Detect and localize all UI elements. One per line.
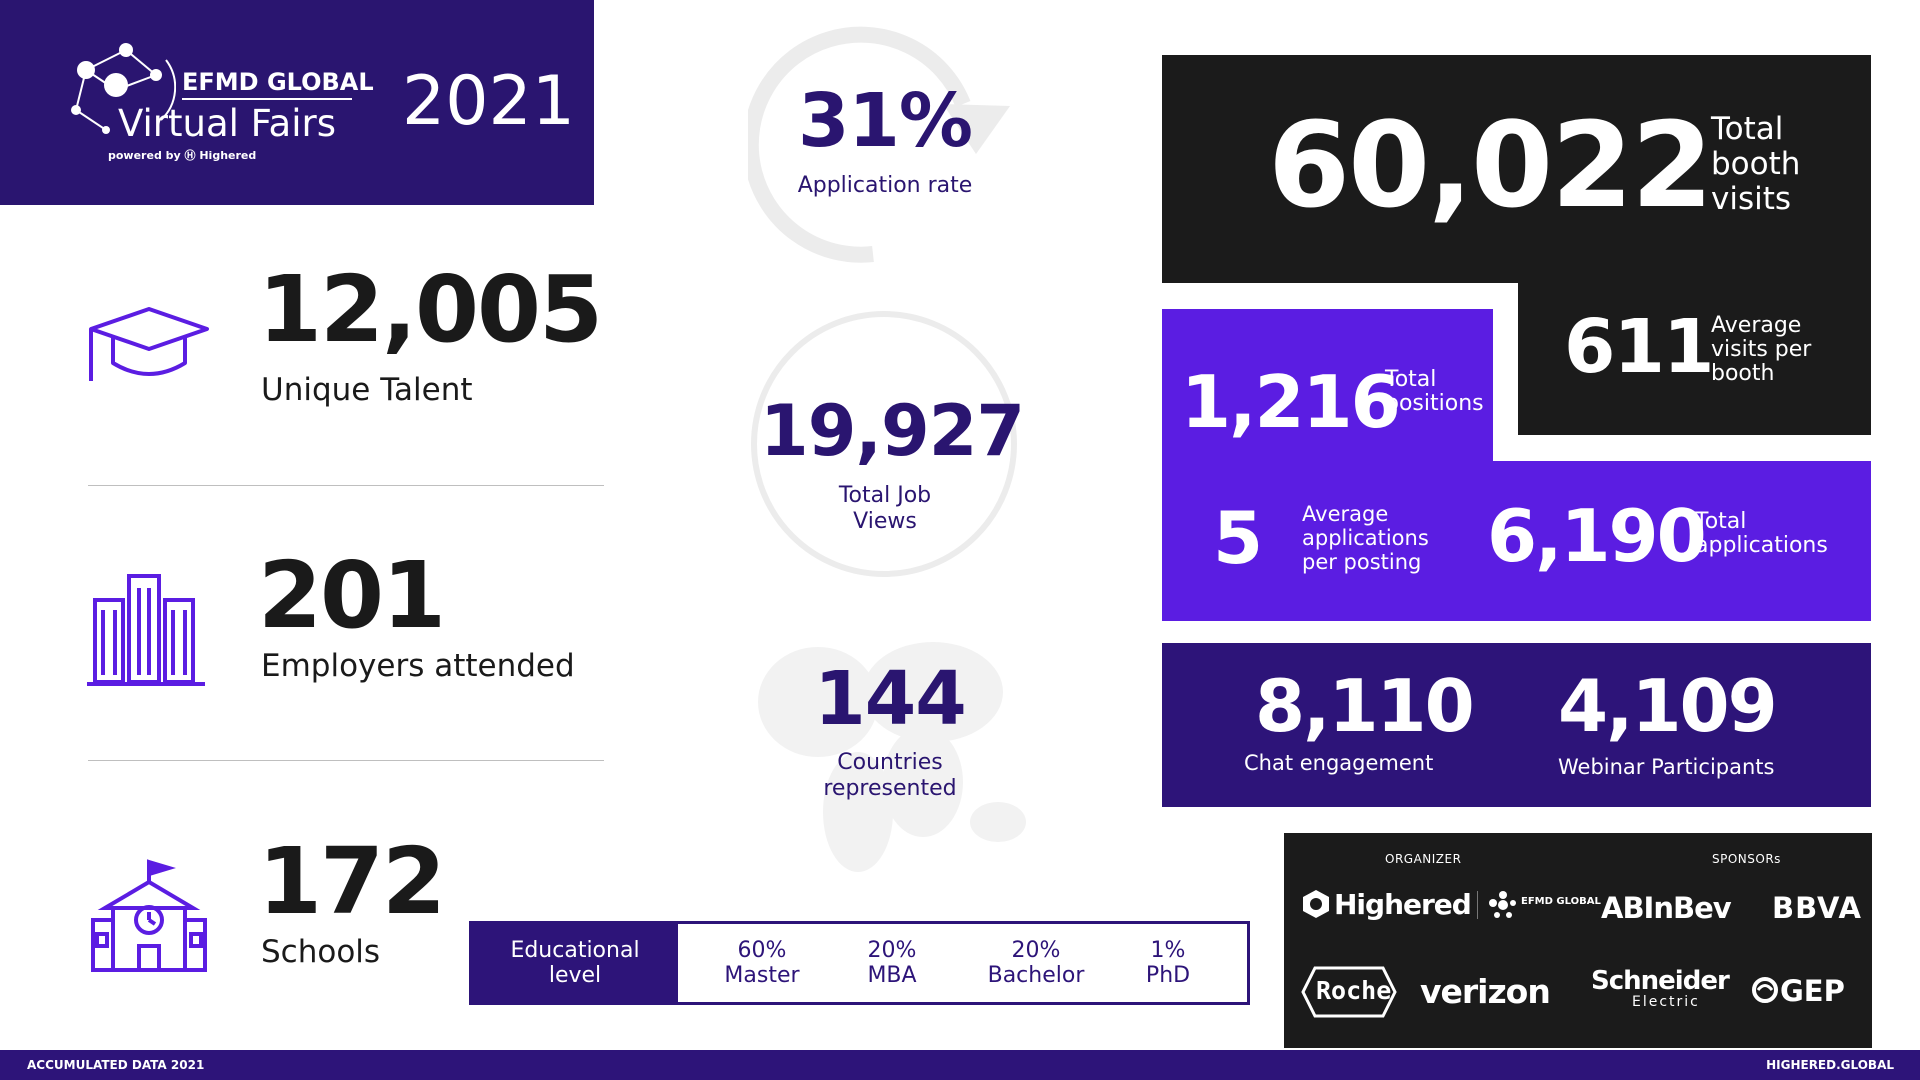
education-level-phd: 1% PhD — [1128, 938, 1208, 988]
avg-visits-panel — [1518, 278, 1871, 435]
education-level-pct: 20% — [1011, 938, 1061, 963]
applications-panel — [1162, 461, 1871, 621]
job-views-label: Total Job Views — [790, 483, 980, 535]
gep-logo-icon — [1752, 977, 1778, 1003]
unique-talent-label: Unique Talent — [261, 372, 473, 408]
education-heading-line1: Educational — [510, 938, 640, 963]
year-text: 2021 — [402, 62, 576, 141]
footer-left-text: ACCUMULATED DATA 2021 — [27, 1058, 205, 1072]
highered-logo-icon — [1303, 890, 1329, 918]
job-views-value: 19,927 — [760, 390, 1025, 472]
education-heading: Educational level — [472, 924, 678, 1002]
application-rate-label: Application rate — [797, 173, 973, 198]
schneider-electric-text: Electric — [1632, 994, 1700, 1010]
abinbev-logo: ABInBev — [1601, 891, 1732, 925]
unique-talent-value: 12,005 — [258, 256, 603, 363]
education-level-name: PhD — [1145, 963, 1191, 988]
sponsors-caption: SPONSORs — [1712, 852, 1781, 866]
employers-value: 201 — [258, 542, 446, 649]
positions-value: 1,216 — [1181, 360, 1401, 444]
header-logo-block: EFMD GLOBAL Virtual Fairs powered by Ⓗ H… — [0, 0, 594, 205]
roche-logo-hexagon-icon — [1301, 966, 1397, 1018]
application-rate-arrow-icon — [748, 26, 1010, 263]
job-views-label-line2: Views — [853, 509, 917, 534]
buildings-icon — [87, 574, 205, 686]
highered-logo: Highered — [1334, 888, 1472, 921]
avg-applications-value: 5 — [1213, 496, 1263, 580]
efmd-small-logo-text: EFMD GLOBAL — [1521, 896, 1601, 907]
schools-label: Schools — [261, 934, 381, 970]
avg-visits-label: Average visits per booth — [1711, 314, 1811, 386]
organizer-caption: ORGANIZER — [1385, 852, 1462, 866]
world-map-icon — [758, 642, 1026, 872]
booth-visits-label-line3: visits — [1711, 181, 1792, 217]
powered-by-text: powered by Ⓗ Highered — [108, 149, 257, 162]
applications-value: 6,190 — [1487, 494, 1707, 578]
footer-bar: ACCUMULATED DATA 2021 HIGHERED.GLOBAL — [0, 1050, 1920, 1080]
organizer-divider — [1477, 891, 1478, 919]
webinar-value: 4,109 — [1558, 664, 1778, 748]
booth-visits-label: Total booth visits — [1711, 112, 1800, 217]
divider-1 — [88, 485, 604, 486]
chat-label: Chat engagement — [1244, 751, 1434, 775]
avg-visits-label-line3: booth — [1711, 361, 1775, 386]
employers-label: Employers attended — [261, 648, 575, 684]
countries-label-line1: Countries — [837, 750, 943, 775]
education-heading-line2: level — [548, 963, 602, 988]
bbva-logo: BBVA — [1772, 891, 1862, 925]
education-level-mba: 20% MBA — [852, 938, 932, 988]
brand-divider — [182, 98, 352, 100]
brand-top-text: EFMD GLOBAL — [182, 68, 374, 96]
positions-panel — [1162, 309, 1493, 461]
positions-label: Total positions — [1385, 368, 1484, 416]
job-views-ring — [751, 311, 1017, 577]
education-level-bachelor: 20% Bachelor — [976, 938, 1096, 988]
efmd-globe-logo-icon — [71, 43, 176, 134]
webinar-label: Webinar Participants — [1558, 755, 1775, 779]
avg-visits-label-line2: visits per — [1711, 337, 1812, 362]
sponsors-panel: ORGANIZER SPONSORs Highered EFMD GLOBAL … — [1284, 833, 1872, 1048]
application-rate-value: 31% — [797, 78, 973, 164]
booth-visits-value: 60,022 — [1268, 96, 1713, 234]
booth-visits-label-line1: Total — [1711, 111, 1784, 147]
footer-right-text: HIGHERED.GLOBAL — [1766, 1058, 1894, 1072]
applications-label: Total applications — [1695, 510, 1828, 558]
schneider-logo: Schneider — [1591, 966, 1730, 996]
countries-label-line2: represented — [823, 776, 957, 801]
education-level-name: MBA — [867, 963, 917, 988]
divider-2 — [88, 760, 604, 761]
job-views-label-line1: Total Job — [838, 483, 932, 508]
avg-applications-label-line1: Average — [1302, 502, 1389, 526]
education-level-name: Bachelor — [987, 963, 1085, 988]
countries-label: Countries represented — [780, 750, 1000, 802]
avg-visits-value: 611 — [1564, 304, 1714, 390]
positions-label-line2: positions — [1385, 391, 1484, 416]
booth-visits-label-line2: booth — [1711, 146, 1801, 182]
avg-visits-label-line1: Average — [1711, 313, 1802, 338]
education-level-name: Master — [724, 963, 800, 988]
applications-label-line2: applications — [1695, 533, 1828, 558]
countries-value: 144 — [814, 656, 966, 742]
gep-logo: GEP — [1780, 974, 1845, 1008]
verizon-logo: verizon — [1420, 972, 1551, 1011]
avg-applications-label-line2: applications — [1302, 526, 1429, 550]
schools-value: 172 — [258, 828, 446, 935]
education-level-bar: Educational level 60% Master 20% MBA 20%… — [469, 921, 1250, 1005]
education-level-pct: 1% — [1150, 938, 1186, 963]
education-level-pct: 60% — [737, 938, 787, 963]
school-icon — [91, 859, 207, 972]
efmd-small-logo-icon — [1489, 891, 1516, 918]
avg-applications-label-line3: per posting — [1302, 550, 1422, 574]
avg-applications-label: Average applications per posting — [1302, 502, 1429, 574]
roche-logo: Roche — [1316, 976, 1392, 1005]
applications-label-line1: Total — [1695, 509, 1747, 534]
engagement-panel — [1162, 643, 1871, 807]
booth-visits-panel — [1162, 55, 1871, 283]
education-level-pct: 20% — [867, 938, 917, 963]
chat-value: 8,110 — [1255, 664, 1475, 748]
positions-label-line1: Total — [1385, 367, 1437, 392]
brand-main-text: Virtual Fairs — [118, 102, 336, 145]
graduation-cap-icon — [89, 307, 209, 381]
education-level-master: 60% Master — [712, 938, 812, 988]
